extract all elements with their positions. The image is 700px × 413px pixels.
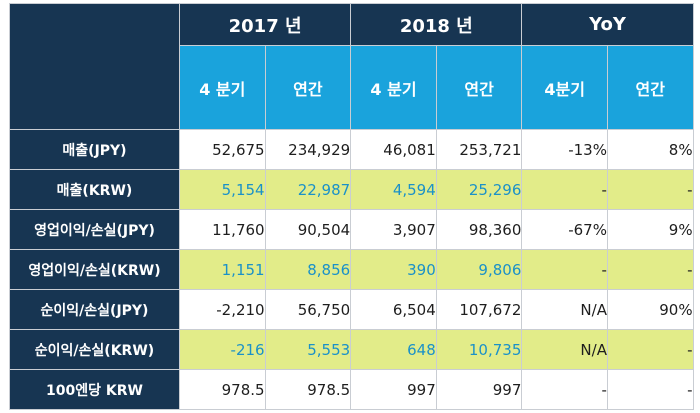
cell-yoy-annual: - <box>606 249 694 290</box>
header-yoy: YoY <box>521 3 694 46</box>
row-label: 영업이익/손실(KRW) <box>9 249 180 290</box>
table-row-revenue-jpy: 매출(JPY) 52,675 234,929 46,081 253,721 -1… <box>9 129 694 170</box>
table-row-operating-income-jpy: 영업이익/손실(JPY) 11,760 90,504 3,907 98,360 … <box>9 209 694 250</box>
cell-2017-annual: 56,750 <box>264 289 352 330</box>
cell-2017-annual: 8,856 <box>264 249 352 290</box>
financial-summary-table: 2017 년 2018 년 YoY 4 분기 연간 4 분기 연간 4분기 연간… <box>9 3 694 410</box>
cell-yoy-annual: 8% <box>606 129 694 170</box>
header-yoy-q4: 4분기 <box>521 45 608 130</box>
cell-2017-annual: 234,929 <box>264 129 352 170</box>
cell-yoy-q4: -67% <box>521 209 608 250</box>
cell-2017-q4: 52,675 <box>179 129 266 170</box>
cell-2018-q4: 4,594 <box>350 169 437 210</box>
cell-2018-annual: 107,672 <box>435 289 523 330</box>
cell-2018-annual: 253,721 <box>435 129 523 170</box>
cell-2018-q4: 6,504 <box>350 289 437 330</box>
cell-2017-annual: 5,553 <box>264 329 352 370</box>
table-row-net-income-jpy: 순이익/손실(JPY) -2,210 56,750 6,504 107,672 … <box>9 289 694 330</box>
cell-2017-annual: 90,504 <box>264 209 352 250</box>
cell-yoy-q4: N/A <box>521 289 608 330</box>
cell-2017-q4: -216 <box>179 329 266 370</box>
cell-yoy-annual: 9% <box>606 209 694 250</box>
corner-cell <box>9 3 180 130</box>
row-label: 100엔당 KRW <box>9 369 180 410</box>
year-header-row: 2017 년 2018 년 YoY <box>9 3 694 130</box>
cell-2018-annual: 98,360 <box>435 209 523 250</box>
row-label: 영업이익/손실(JPY) <box>9 209 180 250</box>
cell-2017-q4: 5,154 <box>179 169 266 210</box>
cell-yoy-q4: - <box>521 169 608 210</box>
cell-2017-annual: 978.5 <box>264 369 352 410</box>
header-yoy-annual: 연간 <box>606 45 694 130</box>
cell-2017-q4: 11,760 <box>179 209 266 250</box>
table-row-krw-per-100-yen: 100엔당 KRW 978.5 978.5 997 997 - - <box>9 369 694 410</box>
cell-yoy-q4: -13% <box>521 129 608 170</box>
table-row-revenue-krw: 매출(KRW) 5,154 22,987 4,594 25,296 - - <box>9 169 694 210</box>
cell-2017-q4: 1,151 <box>179 249 266 290</box>
header-year-2018: 2018 년 <box>350 3 523 46</box>
cell-2018-annual: 9,806 <box>435 249 523 290</box>
cell-2018-annual: 10,735 <box>435 329 523 370</box>
cell-2018-q4: 3,907 <box>350 209 437 250</box>
cell-yoy-annual: - <box>606 369 694 410</box>
cell-2018-q4: 390 <box>350 249 437 290</box>
cell-yoy-annual: 90% <box>606 289 694 330</box>
row-label: 순이익/손실(KRW) <box>9 329 180 370</box>
cell-yoy-q4: - <box>521 369 608 410</box>
row-label: 매출(JPY) <box>9 129 180 170</box>
cell-2018-q4: 648 <box>350 329 437 370</box>
cell-2018-q4: 46,081 <box>350 129 437 170</box>
table-row-net-income-krw: 순이익/손실(KRW) -216 5,553 648 10,735 N/A - <box>9 329 694 370</box>
period-header-row: 4 분기 연간 4 분기 연간 4분기 연간 <box>10 45 694 130</box>
header-2017-annual: 연간 <box>264 45 352 130</box>
cell-2018-q4: 997 <box>350 369 437 410</box>
cell-2017-annual: 22,987 <box>264 169 352 210</box>
header-2018-annual: 연간 <box>435 45 523 130</box>
cell-2018-annual: 25,296 <box>435 169 523 210</box>
cell-yoy-q4: - <box>521 249 608 290</box>
header-2018-q4: 4 분기 <box>350 45 437 130</box>
table-row-operating-income-krw: 영업이익/손실(KRW) 1,151 8,856 390 9,806 - - <box>9 249 694 290</box>
row-label: 매출(KRW) <box>9 169 180 210</box>
cell-yoy-q4: N/A <box>521 329 608 370</box>
header-2017-q4: 4 분기 <box>179 45 266 130</box>
header-year-2017: 2017 년 <box>178 3 352 46</box>
row-label: 순이익/손실(JPY) <box>9 289 180 330</box>
cell-yoy-annual: - <box>606 169 694 210</box>
cell-2018-annual: 997 <box>435 369 523 410</box>
cell-2017-q4: -2,210 <box>179 289 266 330</box>
cell-2017-q4: 978.5 <box>179 369 266 410</box>
cell-yoy-annual: - <box>606 329 694 370</box>
